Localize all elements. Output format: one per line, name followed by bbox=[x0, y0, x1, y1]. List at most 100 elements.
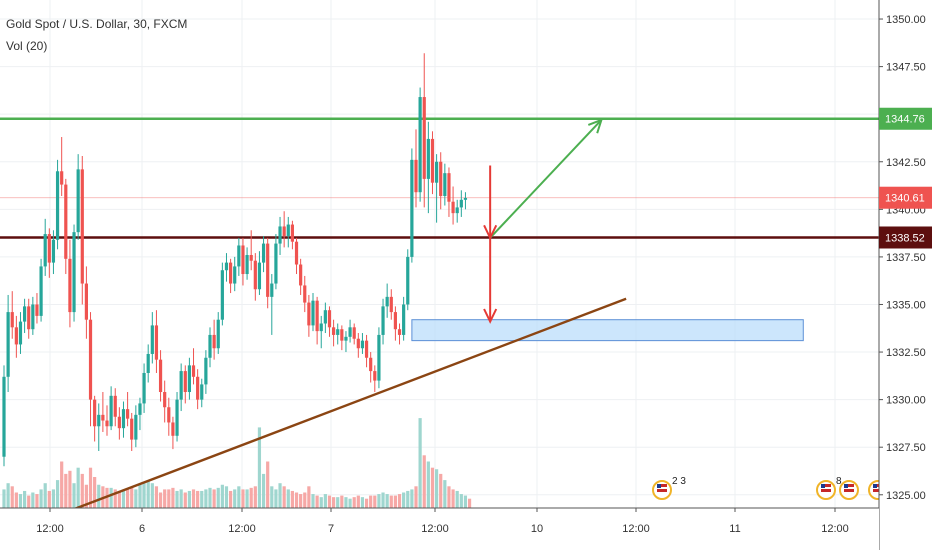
candle-body bbox=[426, 138, 430, 179]
candle-body bbox=[261, 243, 266, 263]
flag-stripe bbox=[873, 484, 883, 487]
price-tick-label: 1337.50 bbox=[886, 252, 926, 264]
annotations-front bbox=[61, 118, 627, 515]
volume-bar bbox=[88, 467, 93, 508]
candle-body bbox=[422, 97, 426, 179]
candle-body bbox=[64, 184, 68, 259]
candle-body bbox=[229, 262, 233, 284]
candle-body bbox=[299, 264, 303, 286]
candle-body bbox=[340, 329, 344, 341]
candle-body bbox=[109, 395, 113, 427]
time-tick-label: 7 bbox=[328, 523, 334, 535]
candle-body bbox=[381, 306, 385, 335]
event-markers[interactable]: 2 3 8 bbox=[652, 476, 888, 500]
volume-bar bbox=[319, 497, 323, 508]
candle-body bbox=[397, 329, 402, 335]
candle-body bbox=[187, 365, 191, 393]
volume-bar bbox=[233, 489, 237, 508]
volume-indicator-label[interactable]: Vol (20) bbox=[6, 39, 48, 53]
volume-bar bbox=[76, 467, 80, 508]
volume-bar bbox=[23, 490, 27, 508]
volume-bar bbox=[237, 486, 241, 508]
volume-bar bbox=[154, 486, 159, 508]
volume-bar bbox=[286, 489, 290, 508]
candle-body bbox=[97, 414, 101, 427]
candle-body bbox=[216, 319, 220, 349]
candle-body bbox=[455, 207, 459, 214]
candle-body bbox=[121, 409, 126, 429]
volume-bar bbox=[68, 470, 72, 508]
volume-bar bbox=[303, 492, 307, 508]
price-tick-label: 1332.50 bbox=[886, 347, 926, 359]
volume-bar bbox=[389, 495, 393, 508]
candle-body bbox=[377, 334, 381, 381]
volume-bar bbox=[200, 490, 204, 508]
candle-body bbox=[154, 325, 159, 360]
event-marker-label: 2 3 bbox=[672, 476, 686, 487]
candle-body bbox=[84, 283, 88, 320]
candle-body bbox=[447, 173, 451, 202]
volume-bar bbox=[344, 497, 348, 508]
volume-bar bbox=[121, 489, 126, 508]
time-axis-background bbox=[0, 508, 879, 550]
projection-arrow-down-head bbox=[483, 308, 498, 324]
volume-bar bbox=[72, 483, 76, 508]
candle-body bbox=[356, 338, 360, 349]
price-axis: 1350.001347.501345.001342.501340.001337.… bbox=[878, 0, 932, 550]
flag-stripe bbox=[657, 489, 667, 492]
volume-bar bbox=[2, 489, 6, 508]
candle-body bbox=[315, 300, 319, 332]
candle-body bbox=[14, 327, 18, 345]
volume-bar bbox=[241, 489, 245, 508]
candle-body bbox=[163, 392, 167, 408]
candle-body bbox=[150, 325, 154, 354]
volume-bar bbox=[418, 418, 422, 508]
candle-body bbox=[344, 336, 348, 341]
economic-event-marker[interactable]: 2 3 bbox=[652, 476, 686, 500]
candle-body bbox=[55, 171, 60, 240]
candle-body bbox=[311, 300, 315, 326]
time-tick-label: 12:00 bbox=[821, 523, 849, 535]
candle-body bbox=[27, 306, 31, 330]
candle-body bbox=[360, 340, 365, 349]
price-tick-label: 1327.50 bbox=[886, 442, 926, 454]
candle-body bbox=[369, 357, 373, 372]
candle-body bbox=[278, 226, 282, 244]
volume-bar bbox=[105, 487, 109, 508]
candle-body bbox=[130, 418, 134, 440]
projection-arrow-up-head bbox=[587, 118, 603, 134]
symbol-title[interactable]: Gold Spot / U.S. Dollar, 30, FXCM bbox=[6, 17, 188, 31]
volume-bar bbox=[204, 489, 208, 508]
candle-body bbox=[204, 357, 208, 385]
price-tick-label: 1350.00 bbox=[886, 14, 926, 26]
volume-bar bbox=[467, 498, 472, 508]
projection-arrow-up bbox=[489, 119, 603, 239]
candle-body bbox=[332, 327, 336, 335]
volume-bar bbox=[167, 489, 171, 508]
volume-bar bbox=[406, 490, 410, 508]
volume-bar bbox=[327, 495, 332, 508]
volume-bar bbox=[117, 490, 121, 508]
volume-bar bbox=[299, 494, 303, 508]
candle-body bbox=[6, 312, 10, 377]
volume-bar bbox=[266, 461, 270, 508]
price-badge-label: 1340.61 bbox=[885, 193, 925, 205]
event-marker-label: 8 bbox=[836, 476, 842, 487]
candle-body bbox=[105, 420, 109, 427]
volume-bar bbox=[282, 486, 286, 508]
candles bbox=[2, 53, 468, 467]
volume-bar bbox=[336, 497, 340, 508]
volume-bar bbox=[146, 480, 150, 508]
candle-body bbox=[175, 399, 179, 436]
volume-bar bbox=[352, 497, 356, 508]
candle-body bbox=[51, 239, 56, 263]
volume-bar bbox=[142, 483, 146, 508]
flag-stripe bbox=[821, 484, 831, 487]
volume-bar bbox=[377, 494, 381, 508]
volume-bar bbox=[270, 486, 274, 508]
flag-stripe bbox=[844, 484, 854, 487]
candle-body bbox=[68, 258, 72, 313]
volume-bar bbox=[311, 494, 315, 508]
